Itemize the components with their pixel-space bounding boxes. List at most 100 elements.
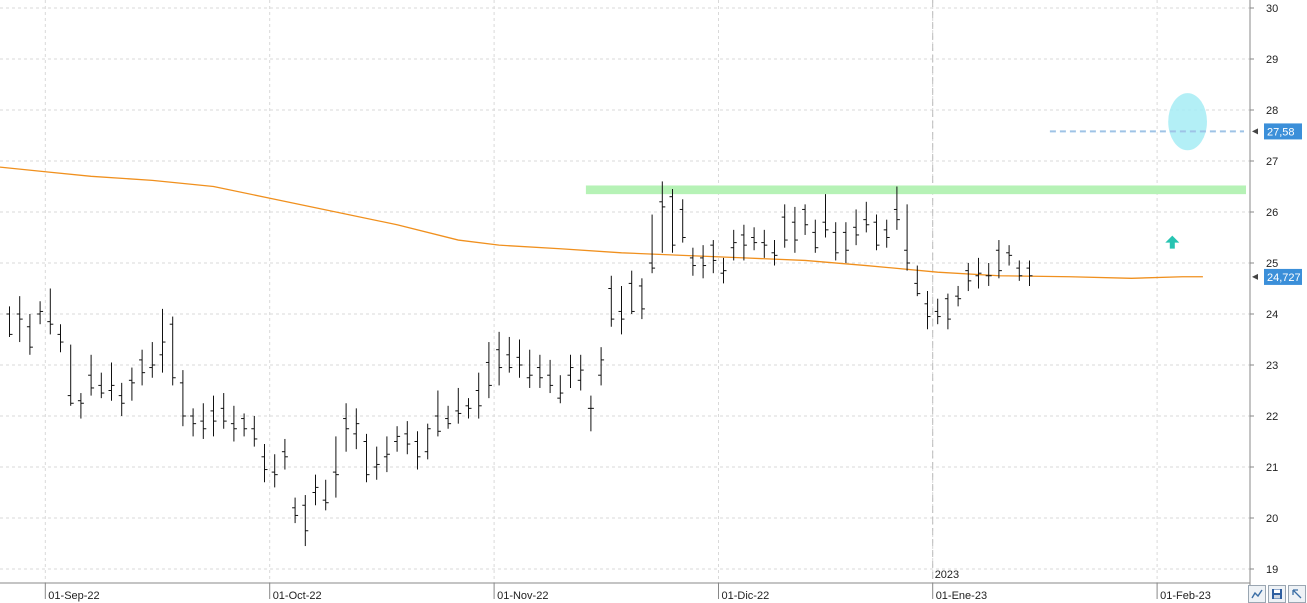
ohlc-bar (220, 393, 227, 429)
ohlc-bar (404, 421, 411, 455)
ohlc-bar (914, 265, 921, 297)
ohlc-bar (853, 209, 860, 246)
ohlc-bar (281, 438, 288, 470)
ohlc-bar (873, 214, 880, 251)
ohlc-bar (791, 206, 798, 253)
ohlc-bar (924, 291, 931, 330)
mountain-icon (1251, 589, 1263, 599)
ohlc-bar (812, 219, 819, 253)
ohlc-bar (485, 342, 492, 399)
price-tags: 27,58 24,727 (1252, 123, 1302, 285)
ma-tag-label: 24,727 (1267, 272, 1301, 284)
x-axis-ticks: 01-Sep-22 01-Oct-22 01-Nov-22 01-Dic-22 01-E… (44, 583, 1211, 602)
ohlc-bar (863, 201, 870, 233)
x-tick-label: 01-Sep-22 (48, 590, 99, 602)
ohlc-bar (842, 222, 849, 263)
ohlc-bar (394, 426, 401, 452)
ohlc-bar (353, 408, 360, 450)
ohlc-bar (526, 349, 533, 388)
y-tick-label: 26 (1266, 207, 1278, 219)
ohlc-bar (465, 398, 472, 419)
ohlc-bar (179, 370, 186, 427)
ohlc-bar (649, 214, 656, 274)
up-arrow-icon (1165, 235, 1180, 249)
ohlc-bar (547, 359, 554, 394)
y-tick-label: 29 (1266, 54, 1278, 66)
ohlc-bar (1006, 245, 1013, 266)
zoom-button[interactable] (1248, 585, 1266, 603)
save-button[interactable] (1268, 585, 1286, 603)
ohlc-bar (343, 403, 350, 452)
ohlc-bar (77, 393, 84, 419)
moving-average (0, 166, 1203, 279)
ohlc-bar (832, 222, 839, 261)
y-tick-label: 22 (1266, 411, 1278, 423)
ohlc-bar (16, 296, 23, 343)
ohlc-bar (587, 395, 594, 432)
ohlc-bar (98, 372, 105, 399)
ohlc-bar (322, 479, 329, 511)
price-tag-label: 27,58 (1267, 126, 1295, 138)
ohlc-bar (822, 194, 829, 238)
ohlc-bar (57, 324, 64, 353)
ma-tag-box (1264, 268, 1302, 285)
year-separator: 2023 (932, 0, 959, 583)
ohlc-bar (302, 495, 309, 547)
y-tick-label: 21 (1266, 462, 1278, 474)
y-tick-label: 19 (1266, 564, 1278, 576)
ohlc-bar (210, 395, 217, 437)
y-axis-ticks: 30 29 28 27 26 25 24 23 22 21 20 19 (1250, 3, 1278, 576)
ohlc-bar (893, 186, 900, 230)
x-tick-label: 01-Oct-22 (273, 590, 322, 602)
ohlc-bar (883, 219, 890, 248)
ohlc-bar (669, 189, 676, 253)
ohlc-bar (67, 344, 74, 406)
ohlc-bars (6, 181, 1033, 547)
ohlc-bar (975, 257, 982, 289)
ohlc-bar (455, 387, 462, 424)
highlight-ellipse (1168, 93, 1207, 151)
support-zone-band (585, 185, 1246, 195)
ohlc-bar (577, 354, 584, 391)
grid-lines (0, 0, 1250, 583)
ohlc-bar (598, 347, 605, 386)
ohlc-bar (557, 375, 564, 404)
price-tag-pointer-icon (1252, 128, 1258, 135)
ohlc-bar (47, 288, 54, 335)
ohlc-bar (740, 224, 747, 261)
resize-corner-icon (1292, 589, 1302, 599)
ohlc-bar (985, 263, 992, 286)
ohlc-bar (944, 293, 951, 330)
ohlc-bar (190, 408, 197, 437)
ohlc-bar (169, 316, 176, 386)
ohlc-bar (659, 181, 666, 253)
ohlc-bar (516, 339, 523, 378)
ohlc-bar (536, 354, 543, 388)
ohlc-bar (118, 382, 125, 416)
ohlc-bar (638, 278, 645, 320)
y-tick-label: 27 (1266, 156, 1278, 168)
ohlc-bar (720, 257, 727, 284)
ohlc-bar (608, 275, 615, 327)
ohlc-bar (771, 240, 778, 266)
y-tick-label: 28 (1266, 105, 1278, 117)
ohlc-bar (1026, 260, 1033, 286)
ohlc-bar (934, 298, 941, 325)
ohlc-bar (679, 199, 686, 243)
ohlc-bar (730, 229, 737, 261)
ma-tag-pointer-icon (1252, 273, 1258, 280)
x-tick-label: 01-Feb-23 (1160, 590, 1211, 602)
ohlc-bar (414, 431, 421, 470)
ohlc-bar (955, 285, 962, 307)
arrow-group (1165, 235, 1180, 249)
expand-button[interactable] (1288, 585, 1306, 603)
ohlc-bar (108, 362, 115, 401)
ohlc-bar (332, 436, 339, 498)
y-tick-label: 30 (1266, 3, 1278, 15)
ohlc-bar (139, 349, 146, 386)
y-tick-label: 25 (1266, 258, 1278, 270)
ohlc-bar (475, 372, 482, 419)
ohlc-bar (373, 446, 380, 480)
